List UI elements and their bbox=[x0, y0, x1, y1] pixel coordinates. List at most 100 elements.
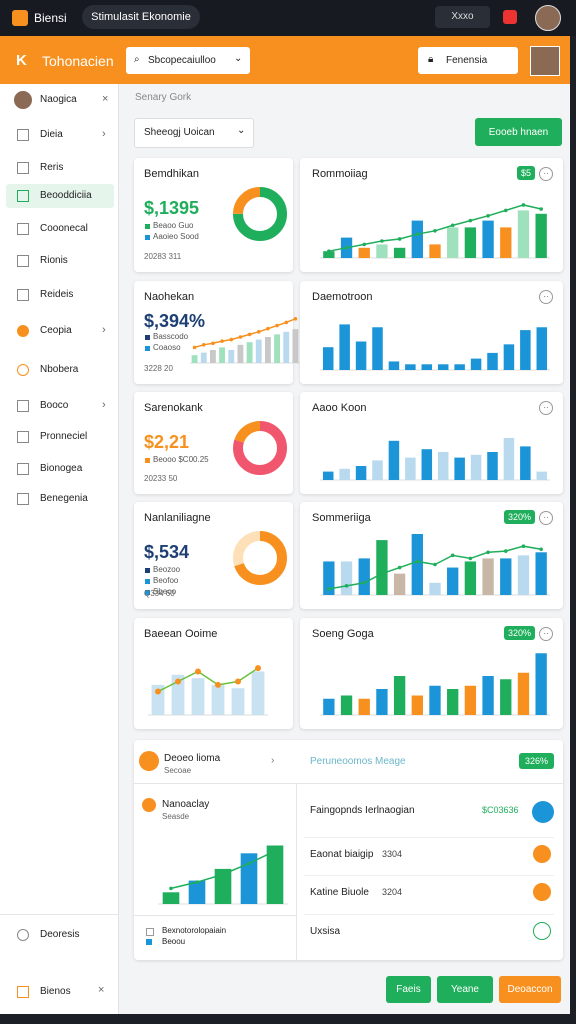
line-dot bbox=[380, 239, 384, 243]
donut-segment bbox=[233, 187, 287, 241]
bar bbox=[219, 347, 226, 363]
row-icon[interactable] bbox=[533, 922, 551, 940]
card-footer: 20283 311 bbox=[144, 252, 182, 261]
bar bbox=[162, 892, 180, 904]
nav-item[interactable]: Deoresis bbox=[40, 929, 80, 940]
bar bbox=[171, 674, 185, 715]
chart bbox=[320, 203, 550, 259]
nav-item[interactable]: Bionogea bbox=[40, 463, 83, 474]
legend-text: Beooo $C00.25 bbox=[153, 455, 209, 464]
nav-item[interactable]: Benegenia bbox=[40, 493, 88, 504]
legend-swatch bbox=[145, 346, 150, 351]
legend-swatch bbox=[145, 458, 150, 463]
menu-icon[interactable]: ·· bbox=[539, 511, 553, 525]
legend-swatch bbox=[145, 335, 150, 340]
action-button[interactable]: Deoaccon bbox=[499, 976, 561, 1003]
bar bbox=[355, 341, 367, 370]
card-title: Sarenokank bbox=[144, 402, 203, 414]
logo bbox=[12, 10, 28, 26]
action-button[interactable]: Eooeb hnaen bbox=[475, 118, 562, 146]
line-dot bbox=[327, 587, 331, 591]
row-icon[interactable] bbox=[533, 845, 551, 863]
line-dot bbox=[433, 229, 437, 233]
bar bbox=[255, 339, 262, 363]
nav-item[interactable]: Reideis bbox=[40, 289, 74, 300]
menu-icon[interactable]: ·· bbox=[539, 290, 553, 304]
chevron: ⌄ bbox=[234, 53, 243, 64]
search-box[interactable]: ⌕ Sbcopecaiulloo ⌄ bbox=[126, 47, 250, 74]
line-dot bbox=[192, 345, 197, 350]
bar bbox=[340, 561, 353, 595]
bar bbox=[429, 685, 441, 715]
donut-segment bbox=[233, 531, 287, 585]
avatar[interactable] bbox=[530, 46, 560, 76]
menu-icon[interactable]: ·· bbox=[539, 627, 553, 641]
legend-text: Coaoso bbox=[153, 343, 181, 352]
nav-item[interactable]: Ceopia bbox=[40, 325, 72, 336]
line-dot bbox=[450, 223, 455, 228]
menu-icon[interactable]: ·· bbox=[539, 167, 553, 181]
nav-item[interactable]: Dieia bbox=[40, 129, 63, 140]
nav-item[interactable]: Beooddiciia bbox=[40, 190, 92, 201]
bar bbox=[292, 329, 299, 363]
card-title: Aaoo Koon bbox=[312, 402, 367, 414]
card-footer: Q334 60 bbox=[144, 589, 175, 598]
bar bbox=[372, 327, 383, 370]
nav-icon bbox=[17, 463, 29, 475]
line-dot bbox=[521, 203, 526, 207]
nav-item[interactable]: Bienos bbox=[40, 986, 71, 997]
account-box[interactable]: 🔒︎ Fenensia bbox=[418, 47, 518, 74]
filter[interactable]: Sheeogj Uoican ⌄ bbox=[134, 118, 254, 148]
row-icon[interactable] bbox=[533, 883, 551, 901]
bar bbox=[536, 327, 548, 370]
bar bbox=[323, 561, 335, 595]
lock-icon: 🔒︎ bbox=[428, 54, 434, 65]
bar bbox=[151, 684, 165, 715]
line-dot bbox=[256, 330, 261, 334]
card-value: $2,21 bbox=[144, 432, 190, 452]
bar bbox=[251, 671, 265, 715]
nav-item[interactable]: Pronneciel bbox=[40, 431, 88, 442]
line-dot bbox=[486, 214, 490, 218]
action-button[interactable]: Faeis bbox=[386, 976, 431, 1003]
legend-swatch bbox=[145, 568, 150, 573]
bar bbox=[266, 845, 284, 904]
legend-text: Sbeoo bbox=[153, 587, 177, 596]
nav-item[interactable]: Cooonecal bbox=[40, 223, 88, 234]
chart-subtitle: Seasde bbox=[162, 812, 190, 821]
bar bbox=[482, 676, 494, 715]
tab[interactable]: Stimulasit Ekonomie bbox=[82, 5, 200, 29]
notification-icon[interactable] bbox=[503, 10, 517, 24]
line-dot bbox=[255, 665, 261, 672]
nav-icon bbox=[17, 986, 29, 998]
menu-icon[interactable]: ·· bbox=[539, 401, 553, 415]
line-dot bbox=[539, 207, 543, 211]
line-dot bbox=[521, 544, 526, 548]
nav-icon bbox=[17, 431, 29, 443]
nav-item[interactable]: Reris bbox=[40, 162, 64, 173]
row-label: Uxsisa bbox=[310, 926, 341, 937]
line-dot bbox=[327, 249, 331, 253]
bar bbox=[500, 227, 512, 258]
card-footer: 20233 50 bbox=[144, 474, 178, 483]
nav-icon bbox=[17, 129, 29, 141]
action-button[interactable]: Yeane bbox=[437, 976, 493, 1003]
top-button[interactable]: Xxxo bbox=[435, 6, 490, 28]
line-dot bbox=[211, 341, 215, 346]
nav-item[interactable]: Booco bbox=[40, 400, 69, 411]
nav-item[interactable]: Naogica bbox=[40, 94, 77, 105]
avatar[interactable] bbox=[535, 5, 561, 31]
line-dot bbox=[238, 335, 243, 339]
bar bbox=[429, 582, 441, 595]
row-value: $C03636 bbox=[482, 805, 519, 815]
bar bbox=[536, 471, 548, 480]
line-dot bbox=[235, 678, 241, 685]
frame bbox=[570, 36, 576, 1024]
nav-item[interactable]: Nbobera bbox=[40, 364, 79, 375]
stat-card: Nanlaniliagne $,534 Beozoo Beofoo Sbeoo Q334 … bbox=[134, 502, 293, 609]
line-dot bbox=[229, 337, 234, 342]
row-icon[interactable] bbox=[532, 801, 554, 823]
card-title: Bemdhikan bbox=[144, 168, 200, 180]
nav-item[interactable]: Rionis bbox=[40, 255, 68, 266]
summary-link[interactable]: Peruneoomos Meage bbox=[310, 756, 406, 767]
